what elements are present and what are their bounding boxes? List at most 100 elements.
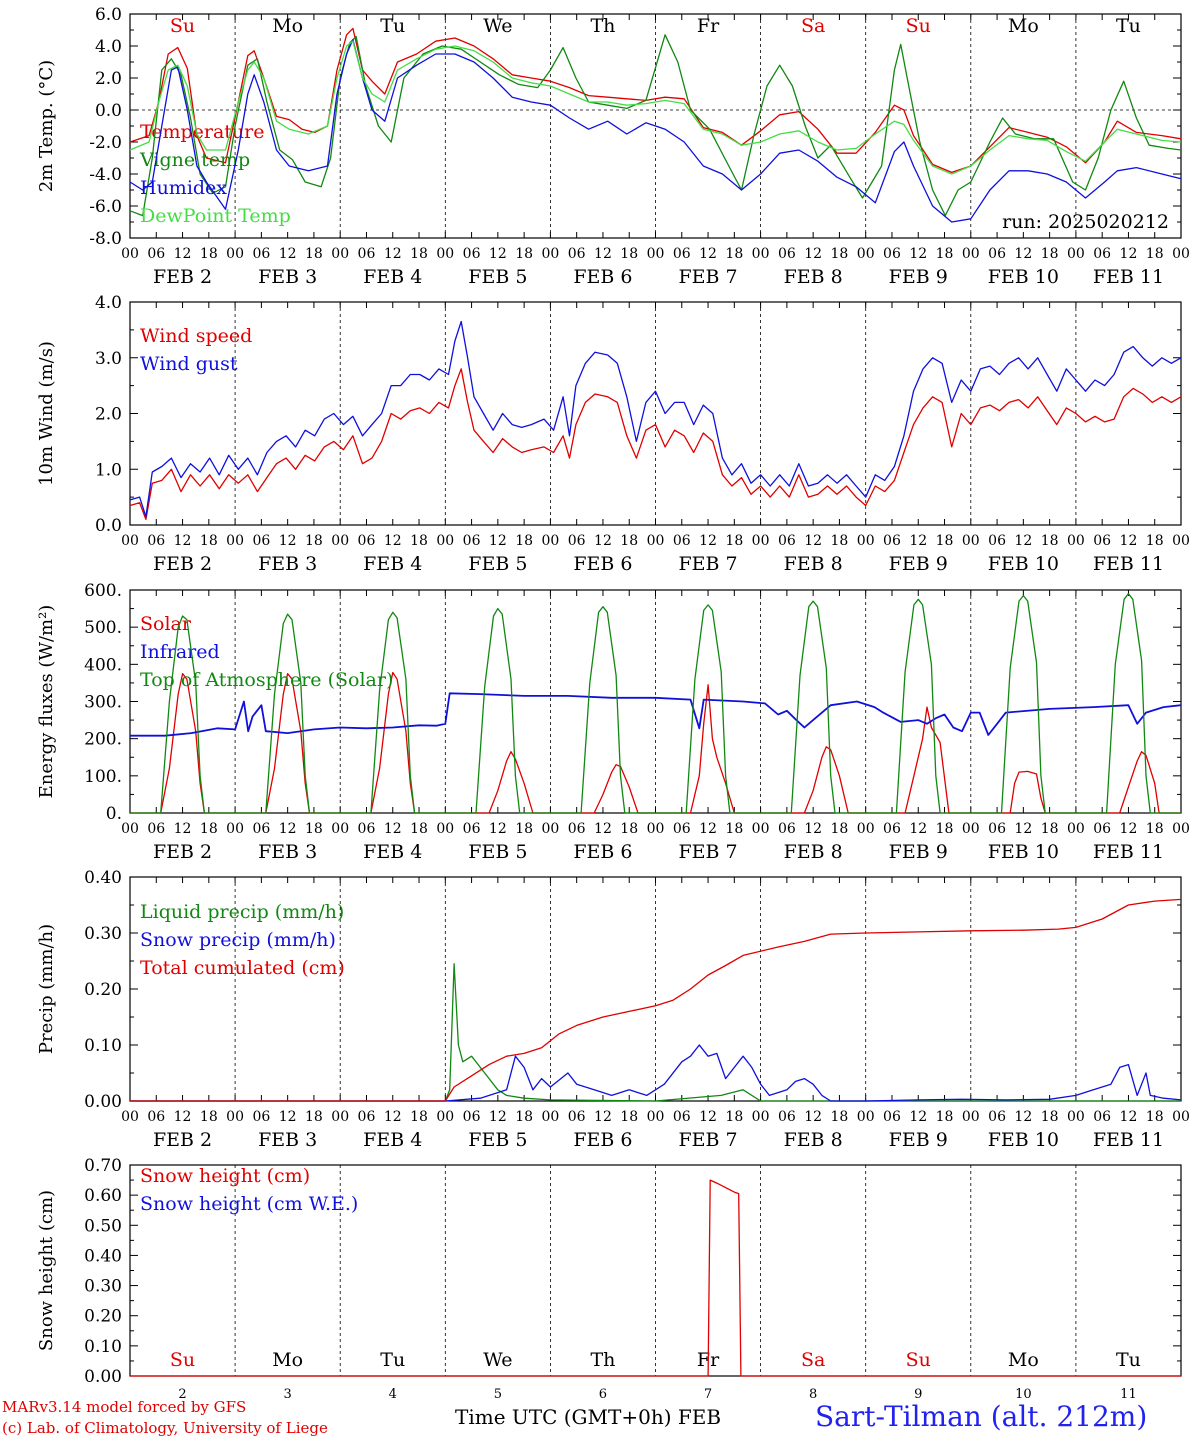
x-hour-label: 00 <box>647 246 665 262</box>
y-tick-label: 100. <box>84 767 122 787</box>
x-day-label: FEB 3 <box>258 553 317 575</box>
x-hour-label: 00 <box>1067 821 1085 837</box>
x-day-number: 7 <box>704 1387 712 1402</box>
x-hour-label: 12 <box>699 533 717 549</box>
x-hour-label: 06 <box>883 821 901 837</box>
x-hour-label: 12 <box>909 246 927 262</box>
x-hour-label: 06 <box>358 533 376 549</box>
x-day-number: 10 <box>1015 1387 1032 1402</box>
x-hour-label: 18 <box>1146 533 1164 549</box>
x-hour-label: 00 <box>752 246 770 262</box>
x-day-number: 3 <box>284 1387 292 1402</box>
x-day-number: 11 <box>1140 841 1164 863</box>
weekday-label: Sa <box>801 1349 825 1371</box>
x-hour-label: 00 <box>436 246 454 262</box>
x-day-label: FEB 9 <box>889 841 948 863</box>
x-hour-label: 12 <box>594 533 612 549</box>
x-hour-label: 06 <box>568 1109 586 1125</box>
legend-entry: Temperature <box>140 121 264 143</box>
y-tick-label: 2.0 <box>95 69 122 89</box>
x-month-label: FEB <box>363 1129 410 1151</box>
x-day-label: FEB 11 <box>1093 841 1164 863</box>
x-day-number: 9 <box>936 266 948 288</box>
x-month-label: FEB <box>784 841 831 863</box>
x-day-number: 7 <box>726 841 738 863</box>
legend-entry: Snow precip (mm/h) <box>140 929 336 951</box>
x-hour-label: 00 <box>226 533 244 549</box>
x-hour-label: 00 <box>647 533 665 549</box>
series-line <box>129 40 1182 175</box>
weekday-label: Su <box>170 15 195 37</box>
legend-entry: Wind speed <box>140 325 252 347</box>
y-tick-label: 0.0 <box>95 101 122 121</box>
x-hour-label: 06 <box>883 533 901 549</box>
x-day-number: 10 <box>1035 1129 1059 1151</box>
x-hour-label: 00 <box>857 1109 875 1125</box>
x-hour-label: 18 <box>831 533 849 549</box>
x-hour-label: 12 <box>279 1109 297 1125</box>
x-day-label: FEB 2 <box>153 841 212 863</box>
x-day-number: 4 <box>410 266 422 288</box>
x-hour-label: 06 <box>147 533 165 549</box>
x-day-number: 3 <box>305 553 317 575</box>
x-hour-label: 18 <box>936 821 954 837</box>
series-line <box>129 38 1182 223</box>
x-day-label: FEB 4 <box>363 1129 422 1151</box>
x-hour-label: 00 <box>1067 246 1085 262</box>
x-hour-label: 12 <box>1014 821 1032 837</box>
x-day-number: 11 <box>1120 1387 1137 1402</box>
x-hour-label: 18 <box>305 533 323 549</box>
y-tick-label: 4.0 <box>95 293 122 313</box>
weekday-label: We <box>483 1349 512 1371</box>
x-day-label: FEB 4 <box>363 266 422 288</box>
y-tick-label: 0.40 <box>84 1246 122 1266</box>
x-day-label: FEB 3 <box>258 841 317 863</box>
x-day-label: FEB 8 <box>784 1129 843 1151</box>
series-line <box>130 963 1181 1102</box>
x-month-label: FEB <box>573 553 620 575</box>
x-hour-label: 00 <box>1172 1109 1190 1125</box>
x-hour-label: 00 <box>541 533 559 549</box>
x-hour-label: 06 <box>568 821 586 837</box>
y-tick-label: 0.60 <box>84 1186 122 1206</box>
x-hour-label: 18 <box>305 1109 323 1125</box>
y-tick-label: 3.0 <box>95 349 122 369</box>
y-axis-label: Energy fluxes (W/m²) <box>36 605 57 799</box>
x-day-number: 2 <box>200 266 212 288</box>
y-axis-label: Snow height (cm) <box>36 1190 57 1351</box>
x-hour-label: 06 <box>883 1109 901 1125</box>
x-day-label: FEB 5 <box>468 841 527 863</box>
x-hour-label: 06 <box>1093 246 1111 262</box>
x-hour-label: 12 <box>594 1109 612 1125</box>
x-hour-label: 12 <box>279 821 297 837</box>
x-hour-label: 06 <box>358 246 376 262</box>
x-day-label: FEB 10 <box>988 1129 1059 1151</box>
y-tick-label: 600. <box>84 581 122 601</box>
x-hour-label: 00 <box>752 1109 770 1125</box>
x-hour-label: 18 <box>1041 821 1059 837</box>
legend-entry: Humidex <box>140 177 227 199</box>
x-hour-label: 06 <box>778 246 796 262</box>
x-hour-label: 00 <box>962 821 980 837</box>
x-hour-label: 12 <box>384 1109 402 1125</box>
x-hour-label: 18 <box>620 533 638 549</box>
x-hour-label: 12 <box>174 533 192 549</box>
x-day-label: FEB 5 <box>468 1129 527 1151</box>
x-hour-label: 06 <box>252 533 270 549</box>
y-tick-label: -4.0 <box>89 165 122 185</box>
x-day-number: 9 <box>914 1387 922 1402</box>
weekday-label: Mo <box>272 15 303 37</box>
series-line <box>130 1179 1181 1377</box>
y-tick-label: 0.10 <box>84 1337 122 1357</box>
x-hour-label: 00 <box>962 1109 980 1125</box>
x-day-label: FEB 2 <box>153 1129 212 1151</box>
x-month-label: FEB <box>678 841 725 863</box>
y-tick-label: 1.0 <box>95 460 122 480</box>
x-day-number: 5 <box>494 1387 502 1402</box>
x-month-label: FEB <box>784 1129 831 1151</box>
x-hour-label: 18 <box>1041 1109 1059 1125</box>
x-day-number: 8 <box>831 1129 843 1151</box>
x-day-label: FEB 2 <box>153 266 212 288</box>
y-tick-label: 6.0 <box>95 5 122 25</box>
x-day-number: 7 <box>726 553 738 575</box>
